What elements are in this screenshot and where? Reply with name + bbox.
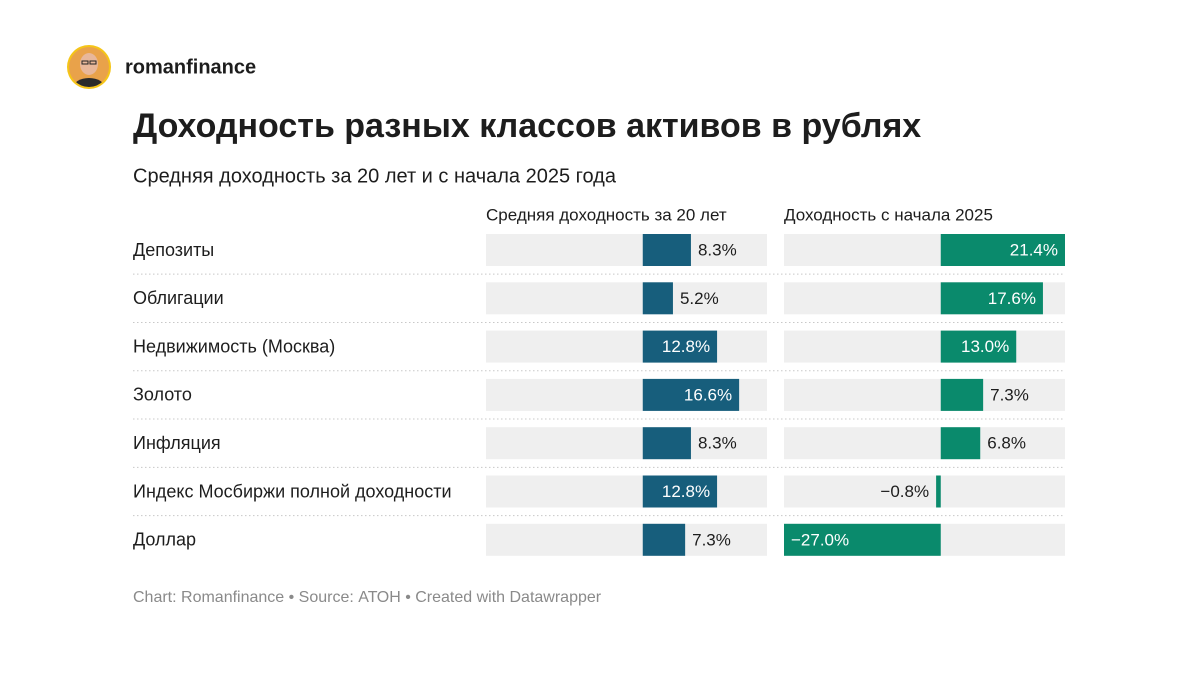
category-label: Депозиты xyxy=(133,240,214,260)
value-label: 13.0% xyxy=(961,337,1009,356)
bar xyxy=(940,427,981,460)
bar xyxy=(642,378,740,411)
bar-track xyxy=(486,427,767,460)
bar-track xyxy=(486,330,767,363)
category-label: Облигации xyxy=(133,288,224,308)
value-label: 8.3% xyxy=(698,240,737,259)
value-label: −27.0% xyxy=(791,530,849,549)
bar xyxy=(642,234,691,266)
bar xyxy=(642,475,718,508)
bar-track xyxy=(486,282,767,315)
category-label: Инфляция xyxy=(133,433,221,453)
bar xyxy=(940,234,1065,266)
bar-track xyxy=(486,234,767,266)
category-label: Доллар xyxy=(133,530,196,550)
chart-subtitle: Средняя доходность за 20 лет и с начала … xyxy=(133,165,617,187)
column-header: Доходность с начала 2025 xyxy=(784,205,993,224)
bar-track xyxy=(486,523,767,556)
bar xyxy=(940,282,1043,315)
bar-track xyxy=(784,378,1065,411)
value-label: 12.8% xyxy=(662,337,710,356)
category-label: Недвижимость (Москва) xyxy=(133,336,335,356)
value-label: 16.6% xyxy=(684,385,732,404)
bar xyxy=(642,523,686,556)
author: romanfinance xyxy=(125,56,256,78)
value-label: 12.8% xyxy=(662,482,710,501)
column-header: Средняя доходность за 20 лет xyxy=(486,205,727,224)
bar xyxy=(784,523,941,556)
bar xyxy=(642,282,673,315)
category-label: Золото xyxy=(133,385,192,405)
chart-title: Доходность разных классов активов в рубл… xyxy=(133,107,921,145)
value-label: −0.8% xyxy=(880,482,929,501)
value-label: 6.8% xyxy=(987,434,1026,453)
avatar xyxy=(67,45,111,89)
bar xyxy=(940,378,984,411)
source: Chart: Romanfinance • Source: АТОН • Cre… xyxy=(133,589,602,606)
bar-track xyxy=(784,427,1065,460)
bar-track xyxy=(486,475,767,508)
bar-track xyxy=(784,330,1065,363)
value-label: 5.2% xyxy=(680,289,719,308)
value-label: 7.3% xyxy=(990,385,1029,404)
bar-track xyxy=(784,475,1065,508)
bar xyxy=(642,427,691,460)
bar xyxy=(642,330,718,363)
value-label: 7.3% xyxy=(692,530,731,549)
value-label: 8.3% xyxy=(698,434,737,453)
category-label: Индекс Мосбиржи полной доходности xyxy=(133,481,452,501)
value-label: 21.4% xyxy=(1010,240,1058,259)
value-label: 17.6% xyxy=(988,289,1036,308)
bar xyxy=(936,475,941,508)
bar xyxy=(940,330,1017,363)
